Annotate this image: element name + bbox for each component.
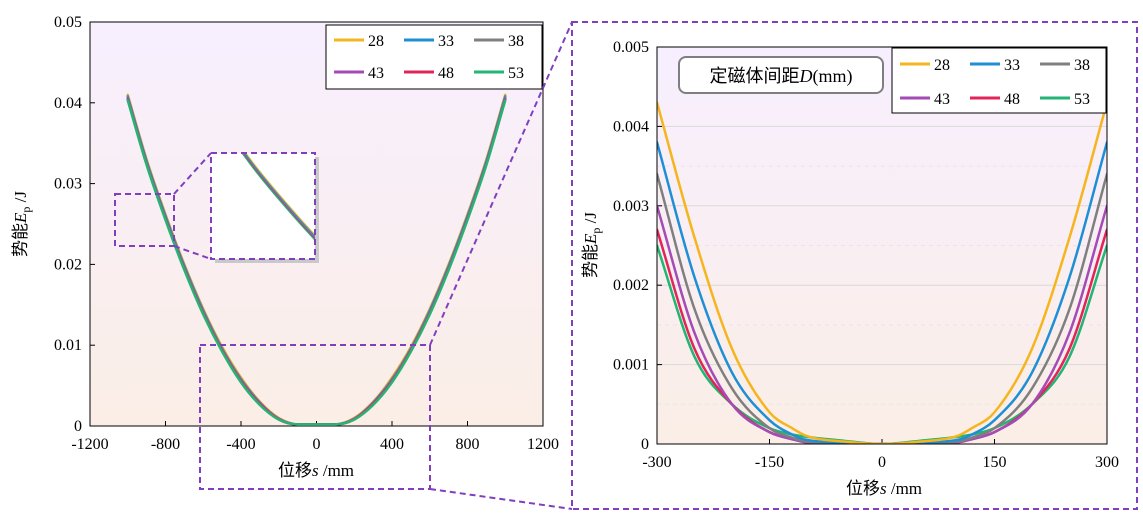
- y-tick-label: 0.003: [613, 198, 649, 215]
- legend-label: 43: [368, 65, 384, 82]
- y-tick-label: 0.01: [54, 337, 82, 354]
- legend-label: 33: [438, 33, 454, 50]
- legend-label: 53: [508, 65, 524, 82]
- y-tick-label: 0.05: [54, 14, 82, 31]
- x-tick-label: -400: [226, 436, 255, 453]
- inset-line-28: [245, 153, 315, 236]
- legend-label: 28: [368, 33, 384, 50]
- x-tick-label: -1200: [71, 436, 108, 453]
- annotation-label: 定磁体间距D(mm): [678, 56, 884, 94]
- inset-line-53: [241, 153, 315, 242]
- legend-label: 48: [438, 65, 454, 82]
- left-legend: 28 33 38 43 48 53: [325, 24, 543, 90]
- right-y-axis-title: 势能Ep /J: [581, 212, 603, 278]
- series-line-53: [126, 99, 507, 426]
- x-tick-label: -800: [151, 436, 180, 453]
- zoom-box-bottom: [199, 344, 431, 490]
- legend-label: 48: [1004, 91, 1020, 108]
- series-line-43: [657, 204, 1107, 444]
- x-tick-label: 1200: [527, 436, 559, 453]
- zoom-connector: [173, 245, 212, 260]
- x-tick-label: -300: [642, 454, 671, 471]
- legend-label: 33: [1004, 57, 1020, 74]
- left-x-axis-title: 位移s /mm: [278, 461, 354, 480]
- x-tick-label: -150: [755, 454, 784, 471]
- y-tick-label: 0.004: [613, 118, 649, 135]
- x-tick-label: 0: [878, 454, 886, 471]
- zoom-box-left: [114, 193, 175, 247]
- legend-label: 43: [934, 91, 950, 108]
- x-tick-label: 400: [380, 436, 404, 453]
- legend-label: 38: [508, 33, 524, 50]
- svg-text:定磁体间距D(mm): 定磁体间距D(mm): [710, 66, 853, 87]
- series-line-28: [657, 101, 1107, 444]
- y-tick-label: 0.002: [613, 277, 649, 294]
- zoom-connector: [429, 488, 573, 510]
- y-tick-label: 0.001: [613, 357, 649, 374]
- y-tick-label: 0: [641, 436, 649, 453]
- y-tick-label: 0.02: [54, 256, 82, 273]
- zoom-connector: [429, 21, 573, 346]
- x-tick-label: 800: [456, 436, 480, 453]
- right-legend: 28 33 38 43 48 53: [891, 47, 1107, 114]
- y-tick-label: 0.04: [54, 95, 82, 112]
- x-tick-label: 150: [983, 454, 1007, 471]
- inset-line-33: [243, 153, 315, 238]
- legend-label: 38: [1074, 57, 1090, 74]
- right-x-axis-title: 位移s /mm: [846, 479, 922, 498]
- y-tick-label: 0.005: [613, 39, 649, 56]
- right-chart: -300 -150 0 150 300 0 0.001 0.002 0.003 0.004 0.00…: [581, 39, 1119, 498]
- left-chart: -1200 -800 -400 0 400 800 1200 0 0.01 0.02 0.03 0.0…: [11, 14, 559, 490]
- inset-zoom: [210, 152, 319, 263]
- series-line-38: [657, 172, 1107, 444]
- legend-label: 53: [1074, 91, 1090, 108]
- y-tick-label: 0: [74, 418, 82, 435]
- legend-label: 28: [934, 57, 950, 74]
- x-tick-label: 0: [313, 436, 321, 453]
- y-tick-label: 0.03: [54, 176, 82, 193]
- x-tick-label: 300: [1095, 454, 1119, 471]
- series-line-33: [657, 141, 1107, 444]
- left-y-axis-title: 势能Ep /J: [11, 191, 33, 257]
